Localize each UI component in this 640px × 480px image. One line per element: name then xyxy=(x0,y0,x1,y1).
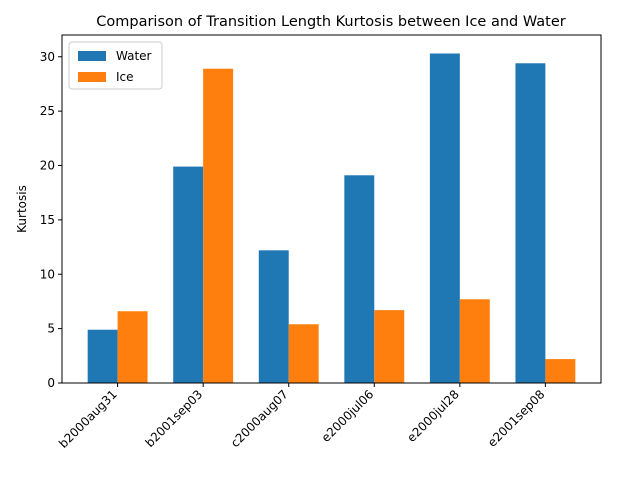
x-tick-label: b2000aug31 xyxy=(56,387,120,451)
bar-water-c2000aug07 xyxy=(258,250,289,383)
chart-title: Comparison of Transition Length Kurtosis… xyxy=(96,14,565,30)
bar-water-b2000aug31 xyxy=(87,329,118,383)
bar-ice-e2000jul06 xyxy=(374,310,405,383)
bar-ice-e2001sep08 xyxy=(545,359,576,383)
legend: Water Ice xyxy=(68,41,163,90)
x-tick-label: e2000jul28 xyxy=(404,387,462,445)
y-tick-label: 30 xyxy=(40,50,55,64)
y-axis-label: Kurtosis xyxy=(15,185,29,233)
x-tick-label: b2001sep03 xyxy=(143,387,206,450)
bar-ice-b2001sep03 xyxy=(203,68,234,384)
y-tick-label: 20 xyxy=(40,159,55,173)
bar-water-e2001sep08 xyxy=(515,63,546,384)
bar-water-e2000jul06 xyxy=(344,175,375,383)
legend-label-water: Water xyxy=(116,49,152,63)
bar-ice-e2000jul28 xyxy=(459,299,490,383)
bar-ice-b2000aug31 xyxy=(117,311,148,383)
y-tick-label: 0 xyxy=(47,376,55,390)
x-tick-label: c2000aug07 xyxy=(228,387,291,450)
bar-ice-c2000aug07 xyxy=(288,324,319,383)
x-axis-ticks: b2000aug31 b2001sep03 c2000aug07 e2000jul06… xyxy=(56,383,548,451)
plot-frame xyxy=(61,34,602,384)
bars-group xyxy=(87,53,576,384)
legend-swatch-ice xyxy=(78,72,106,82)
bar-water-b2001sep03 xyxy=(173,166,204,383)
x-tick-label: e2001sep08 xyxy=(485,387,548,450)
y-tick-label: 5 xyxy=(47,322,55,336)
y-tick-label: 25 xyxy=(40,104,55,118)
y-tick-label: 10 xyxy=(40,267,55,281)
legend-label-ice: Ice xyxy=(116,70,134,84)
x-tick-label: e2000jul06 xyxy=(319,387,377,445)
y-tick-label: 15 xyxy=(40,213,55,227)
y-axis-ticks: 0 5 10 15 20 25 30 xyxy=(40,50,62,390)
legend-swatch-water xyxy=(78,51,106,61)
bar-water-e2000jul28 xyxy=(429,53,460,384)
